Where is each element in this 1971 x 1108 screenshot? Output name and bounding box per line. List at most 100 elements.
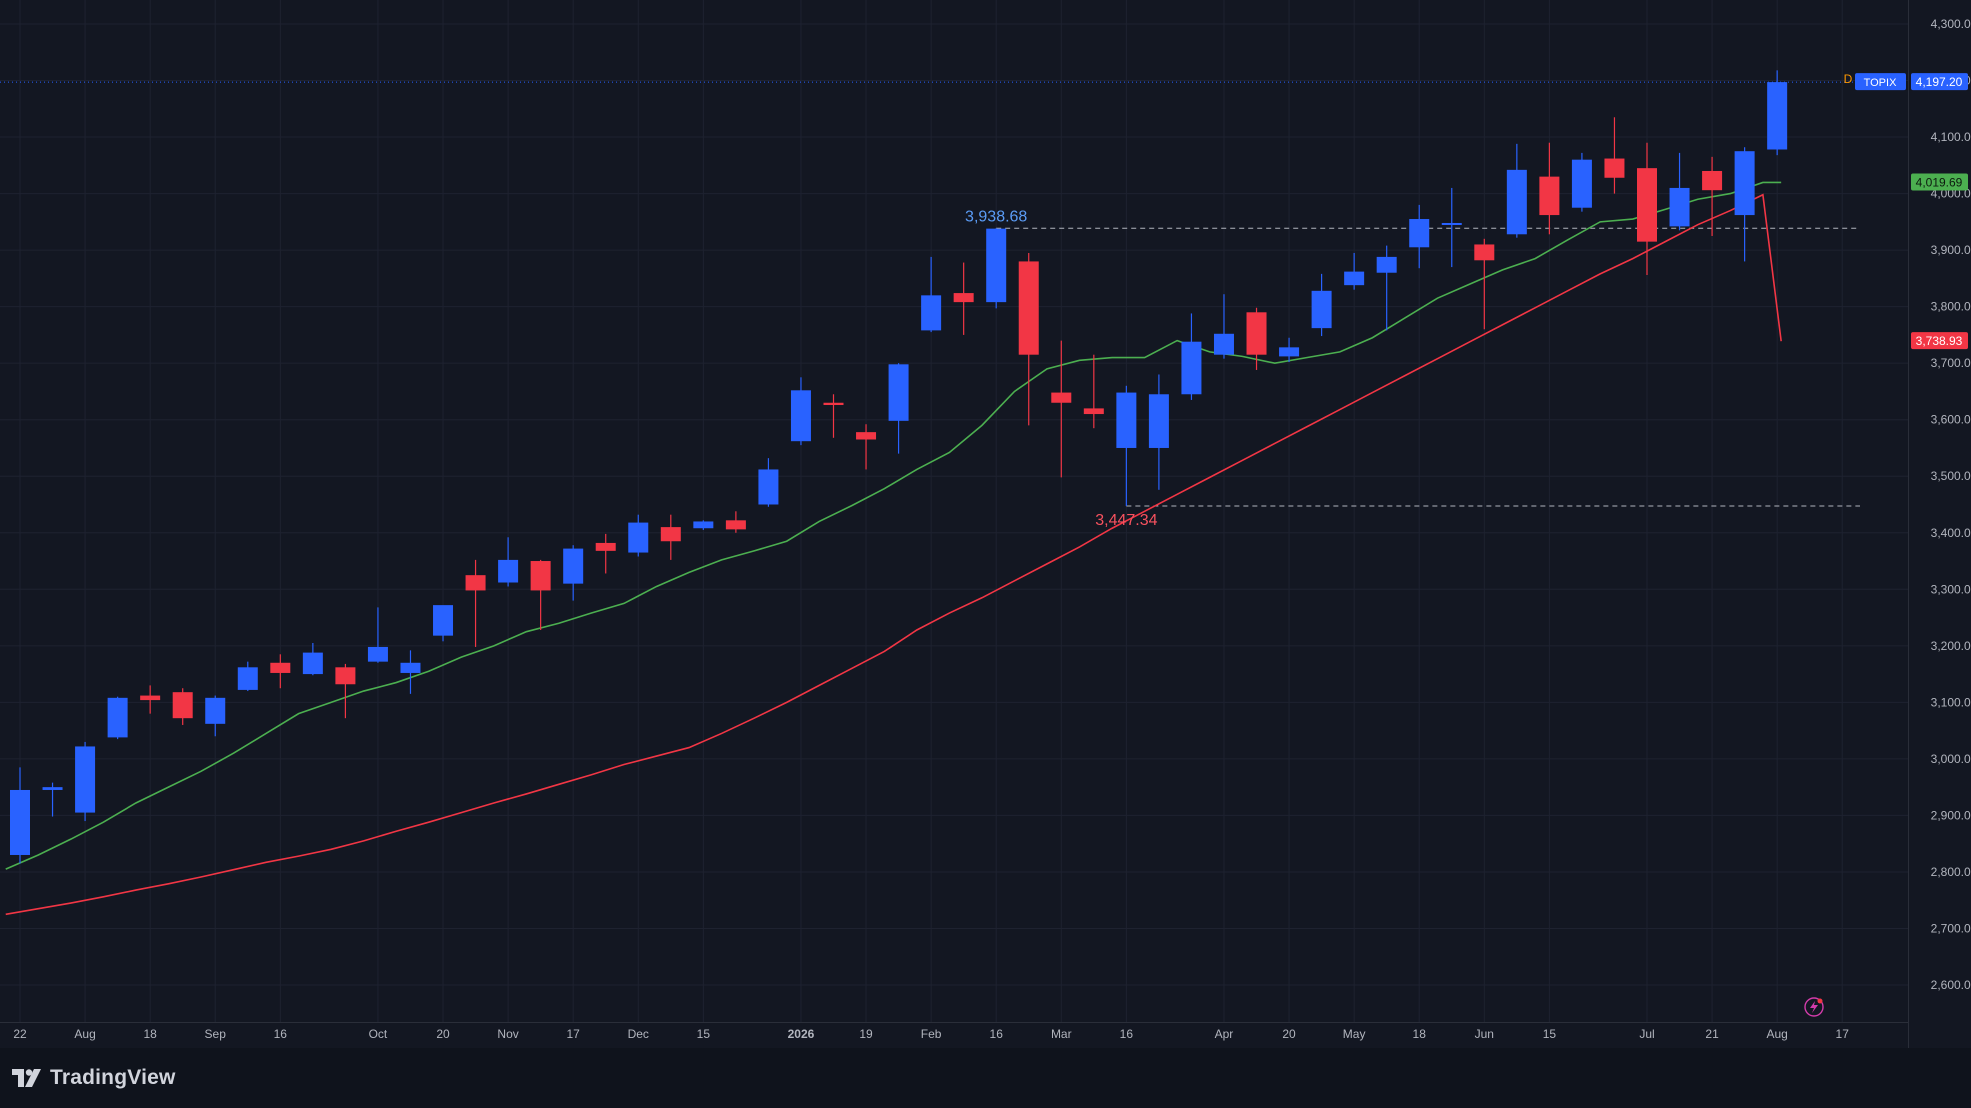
symbol-tag-text: TOPIX — [1864, 77, 1897, 89]
time-tick-label: 20 — [436, 1027, 450, 1041]
candle-body — [107, 697, 128, 738]
candle — [1051, 340, 1072, 478]
candle-body — [1506, 169, 1527, 235]
time-tick-label: 21 — [1705, 1027, 1719, 1041]
candle — [953, 262, 974, 335]
candle-body — [75, 746, 96, 813]
candle — [921, 256, 942, 333]
candle-body — [628, 522, 649, 553]
candle-body — [1116, 392, 1137, 448]
last-price-tag-bg — [1911, 73, 1968, 91]
candle — [367, 607, 388, 663]
candle — [75, 741, 96, 822]
candle — [237, 661, 258, 692]
candle — [693, 520, 714, 530]
candle — [1474, 238, 1495, 330]
candle — [465, 559, 486, 647]
time-tick-label: Aug — [1766, 1027, 1787, 1041]
price-tick-label: 4,300.00 — [1931, 17, 1971, 31]
candle-body — [530, 561, 551, 591]
candle-body — [1474, 244, 1495, 261]
candle — [270, 654, 291, 689]
brand-name: TradingView — [50, 1066, 176, 1089]
candle — [1506, 143, 1527, 238]
time-tick-label: 19 — [859, 1027, 873, 1041]
price-tick-label: 3,700.00 — [1931, 356, 1971, 370]
last-price-tag-text: 4,197.20 — [1916, 75, 1963, 89]
candle — [1767, 70, 1788, 156]
price-axis[interactable]: 2,600.00 2,700.00 2,800.00 2,900.00 3,000.00… — [1908, 0, 1971, 1048]
candle — [400, 650, 421, 694]
time-tick-label: Jun — [1475, 1027, 1494, 1041]
candle — [1376, 245, 1397, 331]
candle-body — [10, 789, 30, 855]
candle-body — [1604, 158, 1625, 178]
lightning-icon-dot — [1817, 998, 1823, 1004]
lightning-icon-bolt — [1810, 1001, 1818, 1013]
price-tick-label: 2,900.00 — [1931, 808, 1971, 822]
time-axis[interactable]: 22 Aug 18 Sep 16 Oct 20 Nov 17 Dec 15 2026 19 Feb 16 Ma… — [0, 1022, 1908, 1042]
candle-body — [725, 520, 746, 530]
candle-body — [498, 559, 519, 583]
candle-body — [1539, 176, 1560, 216]
candle-body — [1148, 394, 1169, 448]
candle-body — [1637, 168, 1657, 242]
symbol-tag: TOPIX D — [1844, 72, 1906, 91]
high-annotation: 3,938.68 — [965, 208, 1027, 225]
candle — [42, 782, 63, 817]
candle-body — [1051, 392, 1072, 403]
candle-body — [1311, 290, 1332, 329]
time-tick-label: 15 — [697, 1027, 711, 1041]
candle-body — [1571, 159, 1592, 208]
candle — [335, 663, 356, 719]
candle-body — [953, 293, 974, 303]
candlestick-chart[interactable]: 3,938.68 3,447.34 2,600.00 2,700.00 2,800.0… — [0, 0, 1971, 1048]
price-tick-label: 3,900.00 — [1931, 243, 1971, 257]
time-tick-label: 20 — [1282, 1027, 1296, 1041]
time-tick-label: Mar — [1051, 1027, 1072, 1041]
price-tick-label: 3,400.00 — [1931, 526, 1971, 540]
grid — [0, 0, 1908, 1022]
time-tick-label: 16 — [274, 1027, 288, 1041]
time-tick-label: 17 — [1836, 1027, 1850, 1041]
price-tick-label: 3,000.00 — [1931, 752, 1971, 766]
sma-long-tag-bg — [1911, 332, 1968, 350]
candle — [1539, 142, 1560, 235]
time-tick-label: Oct — [369, 1027, 388, 1041]
candle — [1734, 147, 1755, 262]
candle-body — [172, 692, 193, 719]
candle — [1083, 354, 1104, 429]
time-tick-label: 16 — [1120, 1027, 1134, 1041]
sma-short-tag: 4,019.69 — [1911, 173, 1968, 191]
candle-body — [660, 527, 681, 542]
time-tick-label: Apr — [1215, 1027, 1234, 1041]
candle-body — [1441, 222, 1462, 225]
candle-body — [758, 469, 779, 505]
candle — [1571, 152, 1592, 212]
time-tick-label: 16 — [990, 1027, 1004, 1041]
candle — [823, 394, 844, 438]
candle — [1279, 337, 1300, 363]
price-tick-label: 3,300.00 — [1931, 582, 1971, 596]
candle — [107, 696, 128, 740]
candle-body — [140, 695, 161, 701]
candle-body — [595, 542, 616, 551]
candle-body — [1669, 187, 1690, 227]
tradingview-logo[interactable]: TradingView — [12, 1066, 176, 1090]
time-tick-label: Jul — [1639, 1027, 1654, 1041]
candle — [302, 642, 323, 676]
candle-body — [400, 662, 421, 673]
candle — [498, 537, 519, 587]
annotations: 3,938.68 3,447.34 — [965, 208, 1158, 529]
candle-body — [856, 432, 877, 440]
sma-short-line — [5, 181, 1782, 870]
sma-short-tag-bg — [1911, 173, 1968, 191]
candle — [1018, 252, 1039, 426]
candle-body — [1279, 347, 1300, 357]
candle — [1344, 252, 1365, 290]
candle-body — [823, 402, 844, 406]
candle — [205, 695, 226, 737]
candle-body — [1083, 408, 1104, 415]
candle-body — [237, 667, 258, 690]
